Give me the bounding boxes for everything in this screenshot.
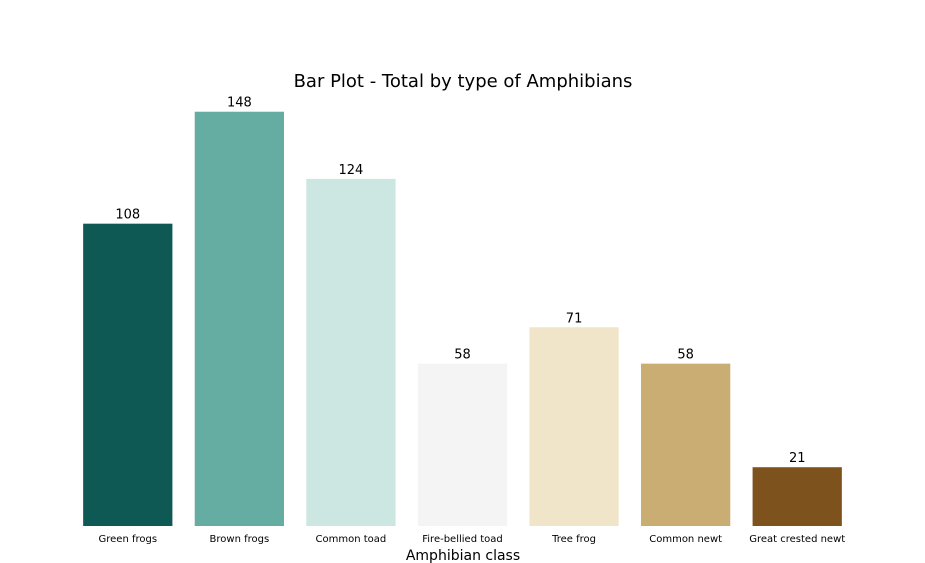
- x-tick-label: Great crested newt: [749, 534, 845, 545]
- data-label: 148: [227, 96, 252, 111]
- bar-green-frogs: [83, 223, 173, 526]
- data-label: 124: [339, 163, 364, 178]
- data-label: 21: [789, 451, 806, 466]
- bar-great-crested-newt: [752, 467, 842, 526]
- data-label: 71: [566, 311, 583, 326]
- bars-group: [83, 111, 842, 526]
- data-labels-group: 108 148 124 58 71 58 21: [115, 96, 805, 467]
- x-tick-label: Common toad: [316, 534, 387, 545]
- bar-common-newt: [641, 363, 731, 526]
- x-axis-label: Amphibian class: [406, 548, 520, 563]
- data-label: 58: [454, 348, 471, 363]
- bar-fire-bellied-toad: [417, 363, 508, 526]
- bar-brown-frogs: [194, 111, 284, 526]
- x-tick-label: Fire-bellied toad: [422, 534, 502, 545]
- x-tick-label: Brown frogs: [210, 534, 270, 545]
- chart-title: Bar Plot - Total by type of Amphibians: [294, 71, 633, 92]
- bar-tree-frog: [529, 327, 619, 526]
- bar-common-toad: [306, 178, 396, 526]
- data-label: 58: [677, 348, 694, 363]
- data-label: 108: [115, 208, 140, 223]
- x-tick-labels-group: Green frogs Brown frogs Common toad Fire-be…: [99, 534, 846, 545]
- x-tick-label: Tree frog: [551, 534, 596, 545]
- x-tick-label: Common newt: [649, 534, 722, 545]
- x-tick-label: Green frogs: [99, 534, 158, 545]
